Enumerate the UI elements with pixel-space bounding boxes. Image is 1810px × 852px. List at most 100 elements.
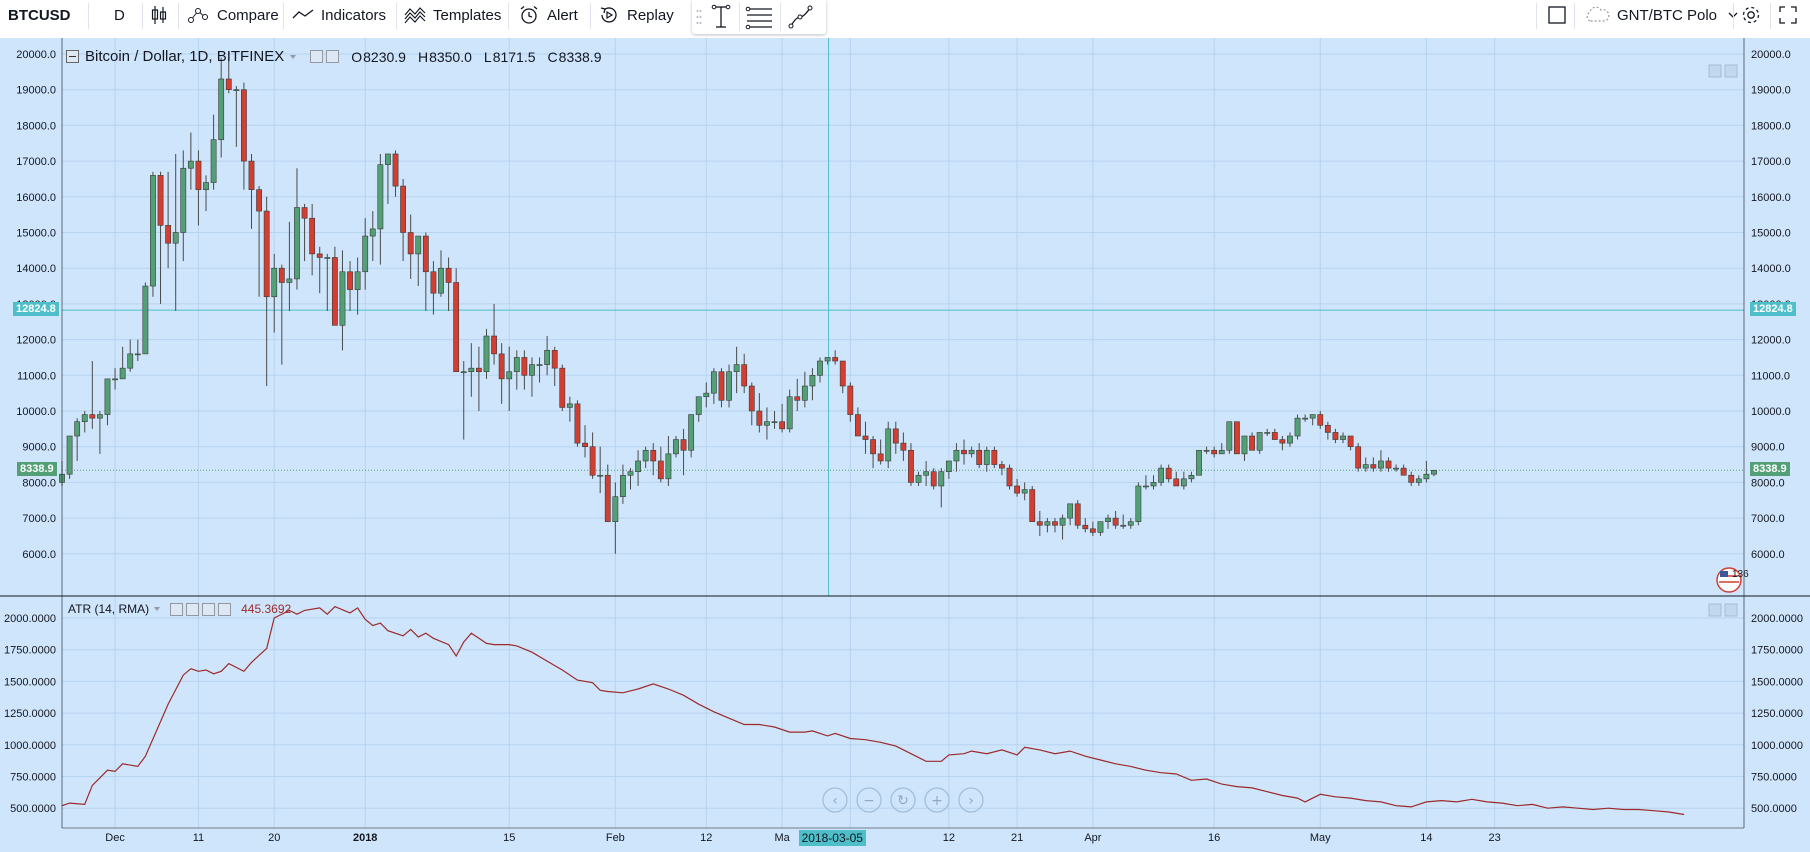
candle-body <box>1014 485 1020 494</box>
visibility-icon[interactable] <box>170 602 184 616</box>
series-title[interactable]: Bitcoin / Dollar, 1D, BITFINEX <box>85 48 285 65</box>
candle-body <box>1378 460 1384 469</box>
crosshair-price-tag-right: 12824.8 <box>1750 302 1796 317</box>
atr-tick-right: 1500.0000 <box>1751 676 1803 688</box>
scroll-up-icon[interactable] <box>1724 64 1738 78</box>
chart-style-button[interactable] <box>150 0 168 30</box>
candle-body <box>854 414 861 437</box>
candle-body <box>1044 521 1051 526</box>
drag-handle-icon[interactable] <box>696 8 702 26</box>
candle-body <box>1211 449 1218 455</box>
scroll-down-icon[interactable] <box>1708 603 1722 617</box>
price-tick-left: 20000.0 <box>16 49 56 61</box>
replay-button[interactable]: Replay <box>598 0 674 30</box>
cloud-layout-button[interactable]: GNT/BTC Polo <box>1584 0 1741 30</box>
grid <box>62 38 1744 828</box>
navigation-buttons: ‹ − ↻ + › <box>822 787 984 813</box>
price-tick-left: 6000.0 <box>22 549 56 561</box>
price-tick-left: 9000.0 <box>22 442 56 454</box>
compare-button[interactable]: Compare <box>186 0 279 30</box>
candle-body <box>513 357 520 373</box>
price-tick-left: 15000.0 <box>16 228 56 240</box>
candle-body <box>938 471 945 487</box>
candle-body <box>263 210 270 298</box>
candle-body <box>945 460 952 472</box>
candle-body <box>195 160 202 190</box>
candle-body <box>506 371 513 380</box>
candle-body <box>172 232 179 244</box>
atr-tick-right: 1750.0000 <box>1751 645 1803 657</box>
candle-body <box>930 471 937 487</box>
trendline-icon[interactable] <box>786 3 816 31</box>
interval-button[interactable]: D <box>114 6 125 24</box>
price-tick-right: 14000.0 <box>1751 263 1791 275</box>
economic-events-flag[interactable]: 136 <box>1716 567 1749 593</box>
time-tick: 11 <box>193 832 204 844</box>
candle-body <box>544 350 551 365</box>
caret-down-icon[interactable] <box>152 605 162 613</box>
candle-body <box>703 392 710 398</box>
settings-icon[interactable] <box>326 50 340 63</box>
candle-body <box>362 235 369 273</box>
candle-body <box>1120 524 1127 527</box>
candle-body <box>1279 439 1286 444</box>
price-tick-left: 17000.0 <box>16 156 56 168</box>
zoom-in-icon[interactable] <box>924 787 950 813</box>
candle-body <box>445 267 452 283</box>
symbol-search[interactable]: BTCUSD <box>8 6 71 24</box>
candle-body <box>339 271 346 326</box>
candle-body <box>1332 432 1339 440</box>
scroll-left-icon[interactable] <box>822 787 848 813</box>
top-toolbar: BTCUSD D Compare Indicators Templates Al… <box>0 0 1810 39</box>
reset-icon[interactable] <box>890 787 916 813</box>
candle-body <box>210 139 217 183</box>
candle-body <box>1294 417 1301 437</box>
price-tick-left: 10000.0 <box>16 406 56 418</box>
text-cursor-icon[interactable] <box>708 3 734 31</box>
candle-body <box>127 353 134 369</box>
collapse-icon[interactable] <box>66 50 79 63</box>
remove-icon[interactable] <box>218 602 232 616</box>
chart-canvas[interactable]: 20000.0 20000.0 19000.0 19000.0 18000.0 18000… <box>0 38 1810 852</box>
candle-body <box>657 460 664 480</box>
visibility-icon[interactable] <box>310 50 324 63</box>
toolbar-divider <box>88 3 89 29</box>
time-tick: Apr <box>1084 832 1101 844</box>
settings-button[interactable] <box>1740 0 1762 30</box>
templates-button[interactable]: Templates <box>404 0 501 30</box>
zoom-out-icon[interactable] <box>856 787 882 813</box>
candle-body <box>1324 424 1331 433</box>
scroll-right-icon[interactable] <box>958 787 984 813</box>
candle-body <box>529 364 535 376</box>
candle-body <box>1158 467 1164 483</box>
candle-body <box>862 435 869 440</box>
atr-tick-left: 2000.0000 <box>4 613 56 625</box>
caret-down-icon[interactable] <box>288 53 298 61</box>
close-value: 8338.9 <box>558 48 602 65</box>
candle-body <box>968 449 975 455</box>
low-label: L <box>483 48 492 65</box>
candle-body <box>1362 464 1369 469</box>
candle-body <box>635 460 641 472</box>
settings-icon[interactable] <box>186 602 200 616</box>
indicators-button[interactable]: Indicators <box>292 0 386 30</box>
candle-body <box>642 449 649 462</box>
candle-body <box>1256 432 1263 451</box>
fullscreen-chart-button[interactable] <box>1547 0 1567 30</box>
candle-body <box>832 357 839 362</box>
candle-body <box>673 439 679 455</box>
candle-body <box>112 378 118 381</box>
toolbar-divider <box>1770 3 1771 29</box>
candle-body <box>1165 467 1172 480</box>
atr-title[interactable]: ATR (14, RMA) <box>68 602 150 616</box>
candle-body <box>1287 435 1293 444</box>
candle-body <box>81 414 88 423</box>
replay-label: Replay <box>627 6 674 24</box>
add-icon[interactable] <box>202 602 216 616</box>
price-tick-left: 11000.0 <box>17 370 56 382</box>
alert-button[interactable]: Alert <box>518 0 578 30</box>
fib-levels-icon[interactable] <box>744 3 774 31</box>
scroll-up-icon[interactable] <box>1724 603 1738 617</box>
scroll-down-icon[interactable] <box>1708 64 1722 78</box>
fullscreen-button[interactable] <box>1778 0 1798 30</box>
